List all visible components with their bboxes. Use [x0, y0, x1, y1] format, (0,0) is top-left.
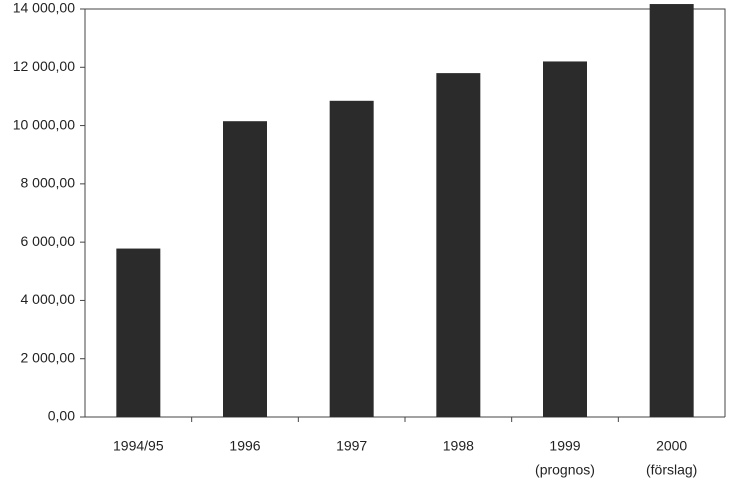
x-tick-note: (prognos): [535, 462, 595, 478]
y-tick-label: 4 000,00: [21, 291, 76, 307]
y-tick-label: 8 000,00: [21, 175, 76, 191]
bar: [329, 100, 374, 418]
x-tick-note: (förslag): [646, 462, 697, 478]
bar: [649, 4, 694, 417]
y-tick-label: 2 000,00: [21, 349, 76, 365]
bar: [543, 61, 587, 417]
x-tick-label: 1998: [443, 438, 474, 454]
x-tick-label: 2000: [656, 438, 687, 454]
y-tick-label: 6 000,00: [21, 233, 76, 249]
bar: [436, 73, 481, 417]
x-tick-label: 1997: [336, 438, 367, 454]
x-tick-label: 1999: [549, 438, 580, 454]
y-tick-label: 0,00: [48, 408, 75, 424]
y-tick-label: 10 000,00: [13, 116, 75, 132]
bar: [223, 121, 267, 417]
bar: [116, 248, 161, 417]
y-tick-label: 14 000,00: [13, 0, 75, 16]
y-tick-label: 12 000,00: [13, 58, 75, 74]
x-tick-label: 1994/95: [113, 438, 164, 454]
x-tick-label: 1996: [229, 438, 260, 454]
plot-frame: [84, 8, 726, 417]
